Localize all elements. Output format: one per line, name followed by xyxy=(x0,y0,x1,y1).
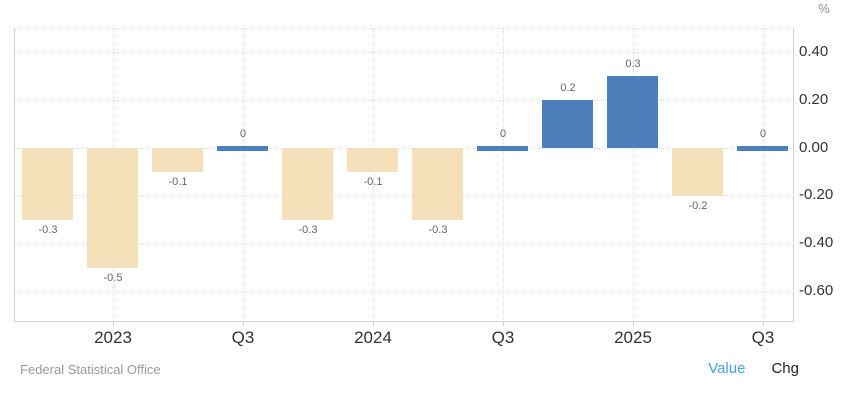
x-axis-tick-label: 2025 xyxy=(614,328,652,347)
v-gridline xyxy=(373,28,374,322)
bar-value-label: -0.3 xyxy=(38,224,58,236)
x-axis-tick-label: Q3 xyxy=(751,328,775,347)
v-gridline xyxy=(243,28,244,322)
bar-value-label: 0 xyxy=(499,128,507,140)
y-axis-tick-label: 0.40 xyxy=(799,43,829,60)
h-gridline xyxy=(14,148,794,149)
bar-value-label: -0.3 xyxy=(428,224,448,236)
bar-value-label: -0.1 xyxy=(168,176,188,188)
bar[interactable] xyxy=(477,146,528,151)
bar[interactable] xyxy=(672,148,723,196)
bar-value-label: -0.1 xyxy=(363,176,383,188)
bar-value-label: 0.3 xyxy=(625,58,641,70)
bar-value-label: -0.5 xyxy=(103,272,123,284)
series-toggle: Value Chg xyxy=(708,360,799,377)
h-gridline xyxy=(14,52,794,53)
x-axis-tick xyxy=(243,322,244,326)
bar[interactable] xyxy=(217,146,268,151)
y-axis-tick-label: 0.20 xyxy=(799,91,829,108)
bar[interactable] xyxy=(282,148,333,220)
bar-value-label: -0.2 xyxy=(688,200,708,212)
x-axis-tick-label: Q3 xyxy=(491,328,515,347)
h-gridline xyxy=(14,195,794,196)
bar[interactable] xyxy=(22,148,73,220)
x-axis-tick xyxy=(633,322,634,326)
value-toggle-button[interactable]: Value xyxy=(708,360,746,377)
source-label: Federal Statistical Office xyxy=(20,362,161,377)
x-axis-tick-label: Q3 xyxy=(231,328,255,347)
x-axis-tick-label: 2023 xyxy=(94,328,132,347)
y-axis-tick-label: 0.00 xyxy=(799,139,829,156)
plot-border xyxy=(14,28,794,322)
y-axis-tick-label: -0.40 xyxy=(799,234,834,251)
bar[interactable] xyxy=(87,148,138,268)
v-gridline xyxy=(763,28,764,322)
y-axis-unit-label: % xyxy=(818,1,830,16)
v-gridline xyxy=(633,28,634,322)
h-gridline xyxy=(14,291,794,292)
chg-toggle-button[interactable]: Chg xyxy=(771,360,799,377)
y-axis-tick-label: -0.20 xyxy=(799,186,834,203)
bar-value-label: 0 xyxy=(759,128,767,140)
bar-value-label: -0.3 xyxy=(298,224,318,236)
x-axis-tick xyxy=(503,322,504,326)
bar-value-label: 0 xyxy=(239,128,247,140)
x-axis-tick xyxy=(763,322,764,326)
bar-value-label: 0.2 xyxy=(560,82,576,94)
bar[interactable] xyxy=(412,148,463,220)
h-gridline xyxy=(14,243,794,244)
bar[interactable] xyxy=(152,148,203,172)
bar[interactable] xyxy=(737,146,788,151)
x-axis-tick xyxy=(113,322,114,326)
x-axis-tick xyxy=(373,322,374,326)
y-axis-tick-label: -0.60 xyxy=(799,282,834,299)
bar[interactable] xyxy=(607,76,658,148)
bar[interactable] xyxy=(347,148,398,172)
x-axis-tick-label: 2024 xyxy=(354,328,392,347)
h-gridline xyxy=(14,100,794,101)
v-gridline xyxy=(503,28,504,322)
bar[interactable] xyxy=(542,100,593,148)
